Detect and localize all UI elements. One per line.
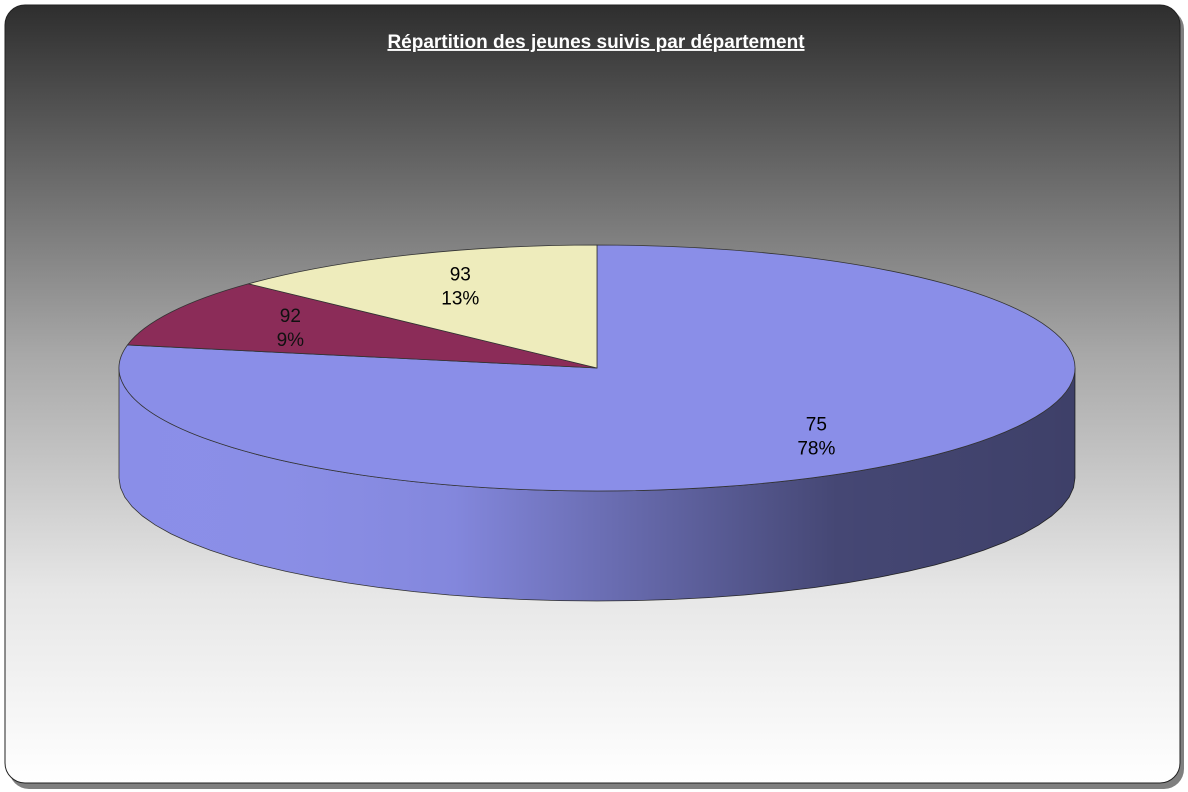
slice-category: 93 xyxy=(450,265,471,286)
chart-title: Répartition des jeunes suivis par départ… xyxy=(387,32,805,53)
pie-slice xyxy=(118,244,1076,492)
pie-slice xyxy=(126,283,598,369)
slice-category: 75 xyxy=(806,414,827,435)
slice-value-label: 9% xyxy=(277,330,305,351)
pie-slice xyxy=(248,244,598,369)
slice-category: 92 xyxy=(280,306,301,327)
slice-value-label: 13% xyxy=(441,289,479,310)
pie-side-shade xyxy=(119,368,1075,601)
slice-value-label: 78% xyxy=(797,438,835,459)
